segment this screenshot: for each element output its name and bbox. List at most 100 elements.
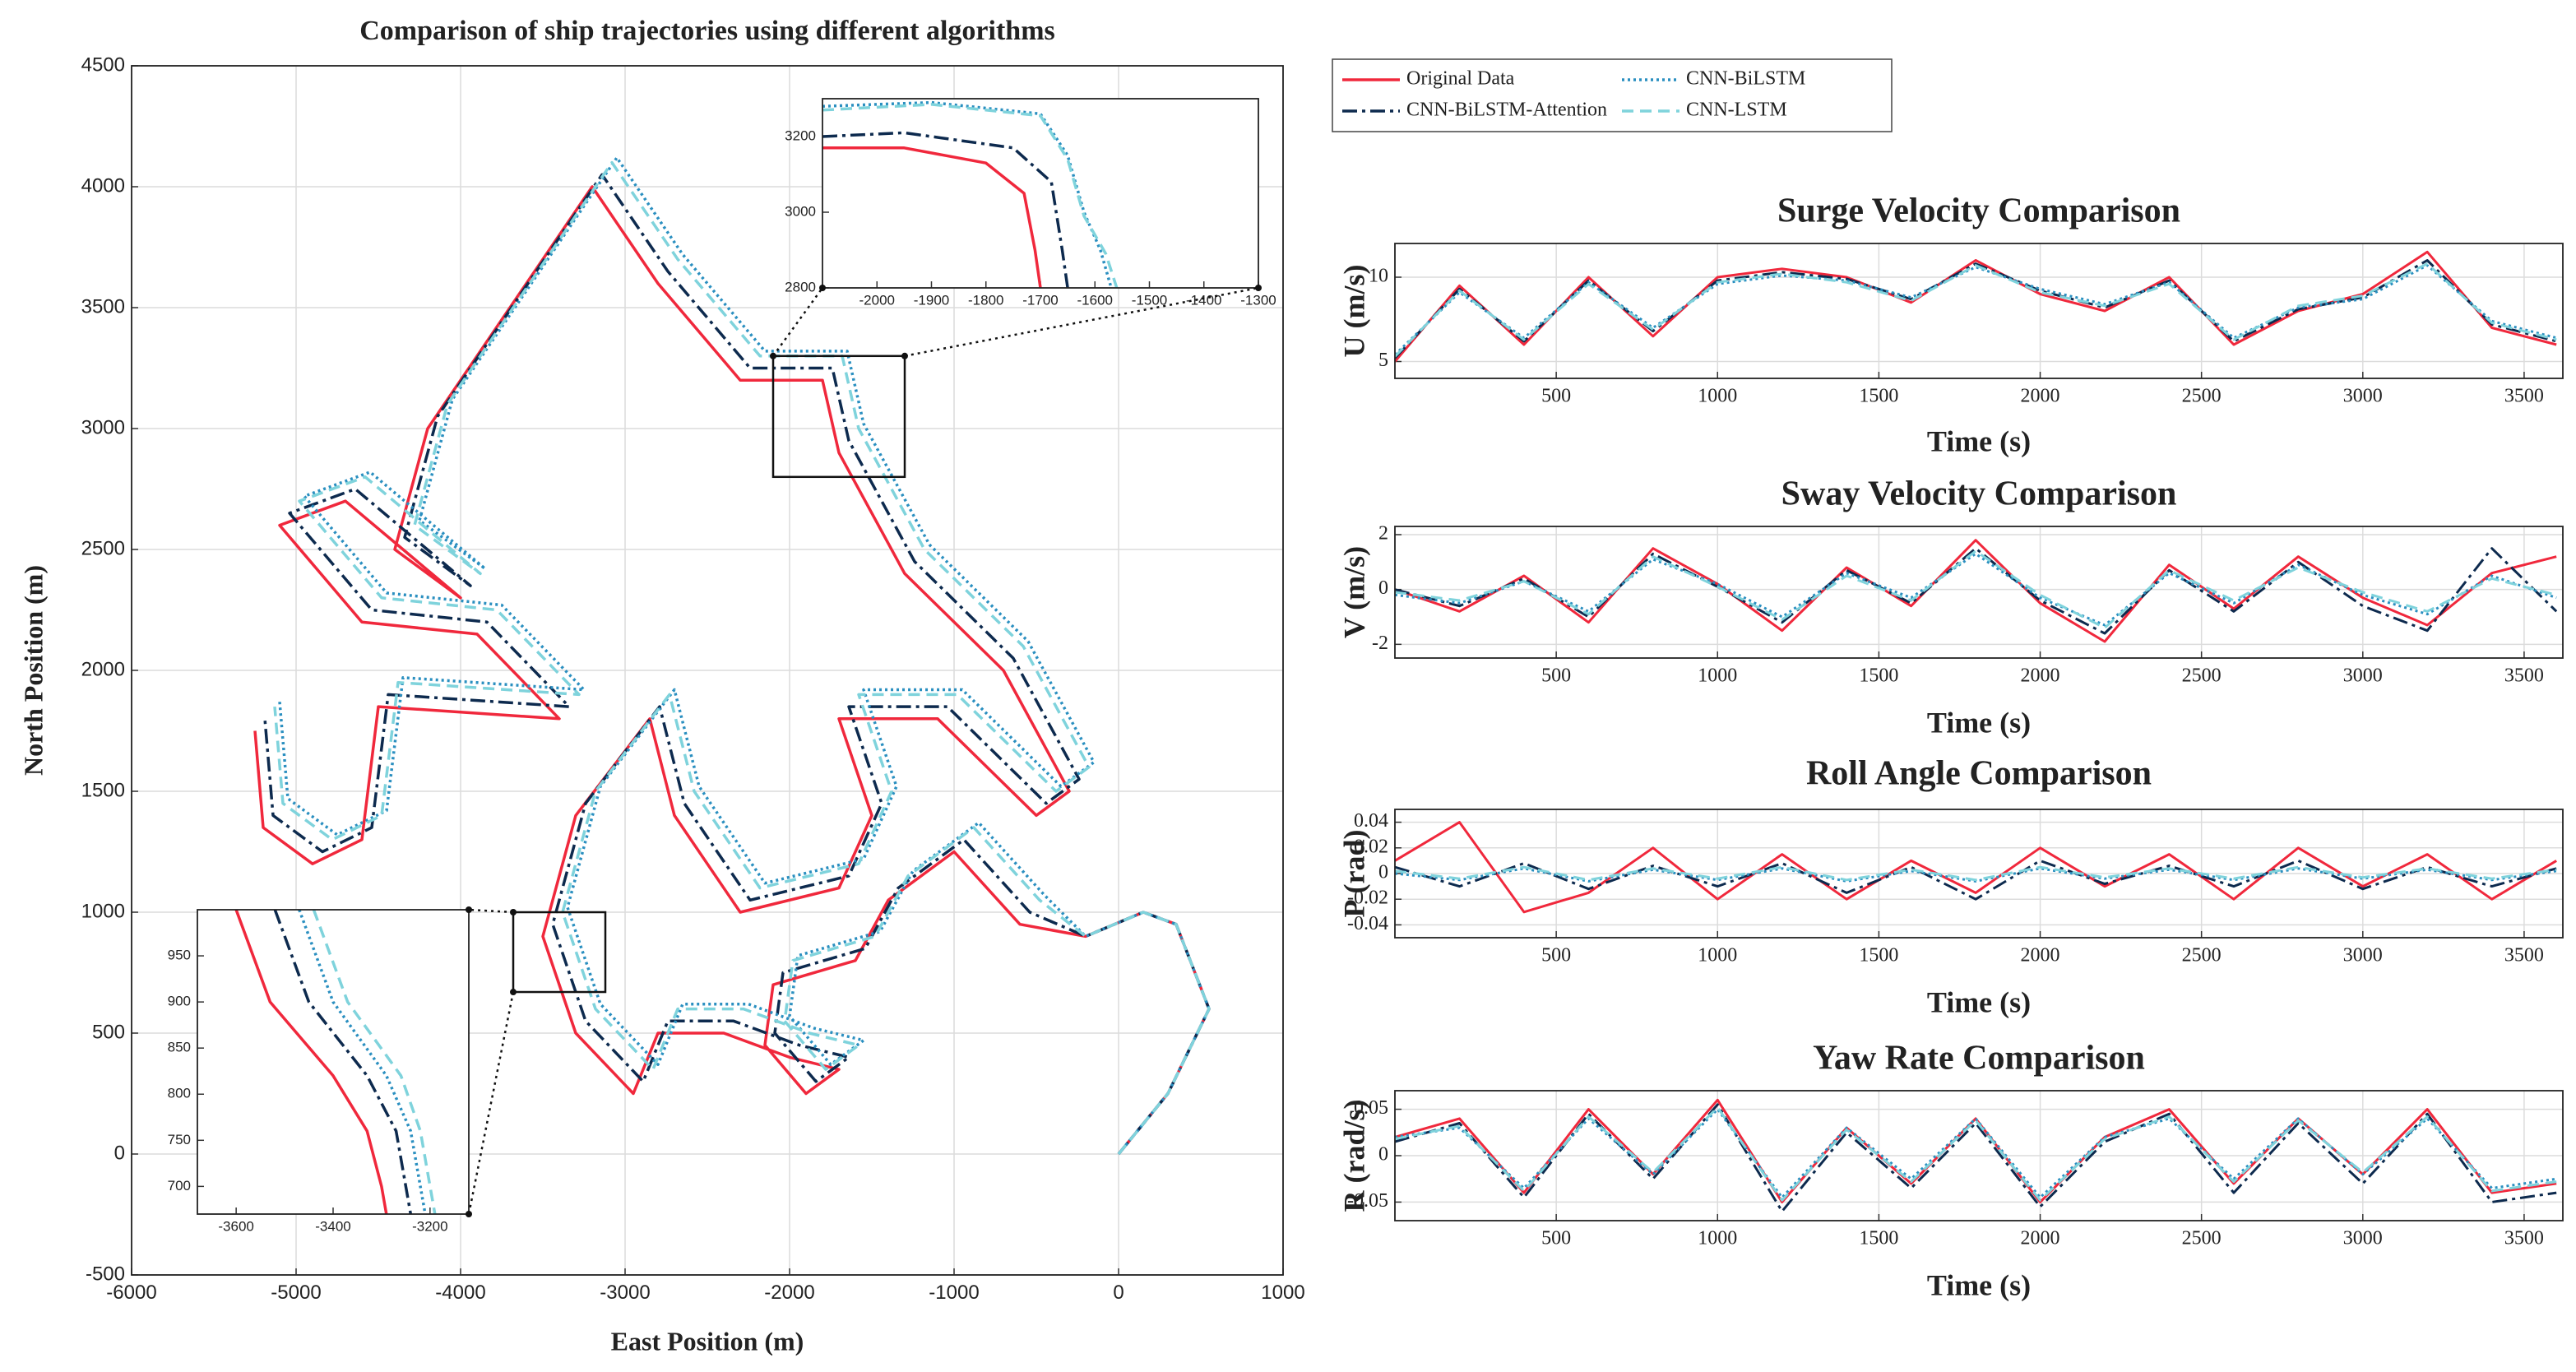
x-tick-label: 1000 [1261, 1282, 1304, 1304]
connector-start [901, 352, 908, 359]
x-tick-label: 500 [1541, 1227, 1571, 1249]
x-axis-label: Time (s) [1927, 985, 2031, 1018]
zoom-connector [468, 908, 514, 914]
y-tick-label: 10 [1369, 266, 1388, 287]
connector-end [466, 1211, 472, 1217]
series-line [273, 160, 1211, 1156]
x-tick-label: 3500 [2504, 944, 2544, 966]
x-tick-label: 1000 [1698, 944, 1737, 966]
series-line [1395, 1108, 2557, 1199]
connector-end [819, 285, 826, 291]
zoom-connector [904, 286, 1259, 358]
x-tick-label: -1500 [1132, 293, 1167, 308]
chart-title: Comparison of ship trajectories using di… [359, 16, 1055, 46]
y-tick-label: 3000 [785, 203, 816, 219]
series-line [822, 100, 1113, 288]
x-tick-label: 1000 [1698, 665, 1737, 686]
x-tick-label: 2000 [2021, 944, 2060, 966]
connector-end [1255, 285, 1262, 291]
legend-label: Original Data [1406, 68, 1515, 90]
connector-start [770, 352, 776, 359]
x-axis-label: East Position (m) [611, 1326, 804, 1356]
series-line [1395, 259, 2557, 359]
y-tick-label: 800 [168, 1086, 191, 1101]
y-axis-label: U (m/s) [1337, 265, 1370, 358]
chart-panel: 500 1000 1500 2000 2500 3000 3500 -0.05 0 0.05 Yaw… [1337, 1040, 2564, 1301]
series-line [1395, 1105, 2557, 1202]
y-tick-label: 0 [1378, 862, 1388, 883]
legend: Original Data CNN-BiLSTM-Attention CNN-BiL… [1332, 58, 1893, 132]
x-axis-label: Time (s) [1927, 1268, 2031, 1301]
zoom-box [512, 911, 607, 994]
y-tick-label: 500 [92, 1021, 125, 1043]
x-tick-label: -3000 [600, 1282, 650, 1304]
y-tick-label: 950 [168, 948, 191, 963]
connector-end [466, 906, 472, 913]
x-tick-label: -1700 [1022, 293, 1058, 308]
plot-frame [197, 909, 470, 1215]
series-line [822, 103, 1119, 288]
plot-frame [1394, 526, 2564, 659]
series-line [822, 131, 1069, 288]
x-tick-label: -2000 [764, 1282, 814, 1304]
x-tick-label: -1000 [929, 1282, 979, 1304]
x-tick-label: 1000 [1698, 385, 1737, 406]
plot-area [1395, 243, 2563, 378]
y-tick-label: 4500 [81, 53, 125, 76]
x-tick-label: -1300 [1240, 293, 1276, 308]
x-tick-label: -1400 [1186, 293, 1221, 308]
x-tick-label: 2500 [2182, 385, 2222, 406]
y-axis-label: North Position (m) [18, 565, 48, 776]
x-tick-label: 1500 [1859, 665, 1898, 686]
x-axis-label: Time (s) [1927, 424, 2031, 457]
x-tick-label: 3000 [2343, 665, 2383, 686]
y-tick-label: 0.02 [1354, 836, 1388, 857]
x-tick-label: 1000 [1698, 1227, 1737, 1249]
y-tick-label: 2800 [785, 279, 816, 294]
legend-label: CNN-BiLSTM [1686, 68, 1805, 90]
series-line [298, 910, 427, 1214]
series-line [234, 910, 388, 1214]
chart-title: Sway Velocity Comparison [1781, 475, 2177, 513]
x-tick-label: -3600 [218, 1219, 253, 1235]
y-tick-label: 0 [1378, 577, 1388, 599]
y-tick-label: 850 [168, 1040, 191, 1055]
x-tick-label: -5000 [271, 1282, 321, 1304]
zoom-box [771, 355, 906, 479]
x-tick-label: 1500 [1859, 385, 1898, 406]
series-line [312, 910, 437, 1214]
y-axis-label: R (rad/s) [1337, 1100, 1370, 1212]
y-tick-label: 1500 [81, 779, 125, 801]
y-tick-label: 3200 [785, 127, 816, 143]
chart-panel: 500 1000 1500 2000 2500 3000 3500 5 10 Surge Velo… [1337, 192, 2564, 457]
series-line [1395, 821, 2557, 914]
plot-frame [1394, 243, 2564, 379]
chart-panel: -3600 -3400 -3200 700 750 800 850 900 950 [168, 909, 470, 1235]
chart-title: Surge Velocity Comparison [1777, 192, 2180, 230]
plot-frame [131, 65, 1284, 1276]
x-tick-label: 1500 [1859, 1227, 1898, 1249]
y-tick-label: 700 [168, 1178, 191, 1194]
chart-title: Roll Angle Comparison [1806, 755, 2152, 793]
y-tick-label: -2 [1372, 633, 1388, 654]
series-line [1395, 867, 2557, 883]
plot-frame [822, 98, 1259, 289]
plot-area [197, 910, 469, 1214]
series-line [1395, 865, 2557, 882]
chart-title: Yaw Rate Comparison [1813, 1040, 2145, 1078]
y-tick-label: -0.02 [1347, 888, 1388, 909]
plot-frame [1394, 809, 2564, 939]
y-axis-label: P (rad) [1337, 830, 1370, 918]
x-tick-label: 3500 [2504, 665, 2544, 686]
chart-panel: 500 1000 1500 2000 2500 3000 3500 -0.04 -0.02 0 0.… [1337, 755, 2564, 1018]
y-tick-label: -0.05 [1347, 1190, 1388, 1212]
series-line [273, 910, 413, 1214]
y-tick-label: -0.04 [1347, 913, 1388, 934]
connector-start [510, 909, 517, 915]
zoom-indicator [771, 355, 906, 479]
x-tick-label: 2000 [2021, 385, 2060, 406]
x-tick-label: -6000 [106, 1282, 156, 1304]
series-line [1395, 250, 2557, 363]
series-line [1395, 549, 2557, 629]
